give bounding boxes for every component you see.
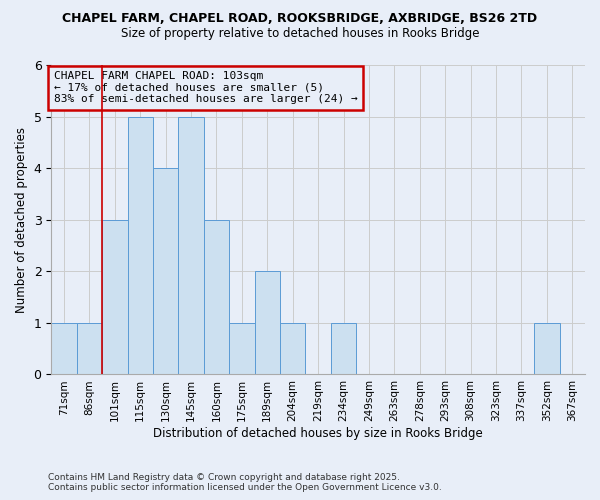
Text: CHAPEL FARM CHAPEL ROAD: 103sqm
← 17% of detached houses are smaller (5)
83% of : CHAPEL FARM CHAPEL ROAD: 103sqm ← 17% of…: [54, 71, 358, 104]
Bar: [204, 220, 229, 374]
Bar: [102, 220, 128, 374]
Bar: [229, 323, 254, 374]
Bar: [534, 323, 560, 374]
Bar: [254, 272, 280, 374]
Text: Contains HM Land Registry data © Crown copyright and database right 2025.
Contai: Contains HM Land Registry data © Crown c…: [48, 473, 442, 492]
Bar: [51, 323, 77, 374]
Bar: [128, 116, 153, 374]
Bar: [178, 116, 204, 374]
Bar: [77, 323, 102, 374]
Text: Size of property relative to detached houses in Rooks Bridge: Size of property relative to detached ho…: [121, 28, 479, 40]
Text: CHAPEL FARM, CHAPEL ROAD, ROOKSBRIDGE, AXBRIDGE, BS26 2TD: CHAPEL FARM, CHAPEL ROAD, ROOKSBRIDGE, A…: [62, 12, 538, 26]
Bar: [331, 323, 356, 374]
Y-axis label: Number of detached properties: Number of detached properties: [15, 126, 28, 312]
X-axis label: Distribution of detached houses by size in Rooks Bridge: Distribution of detached houses by size …: [153, 427, 483, 440]
Bar: [153, 168, 178, 374]
Bar: [280, 323, 305, 374]
